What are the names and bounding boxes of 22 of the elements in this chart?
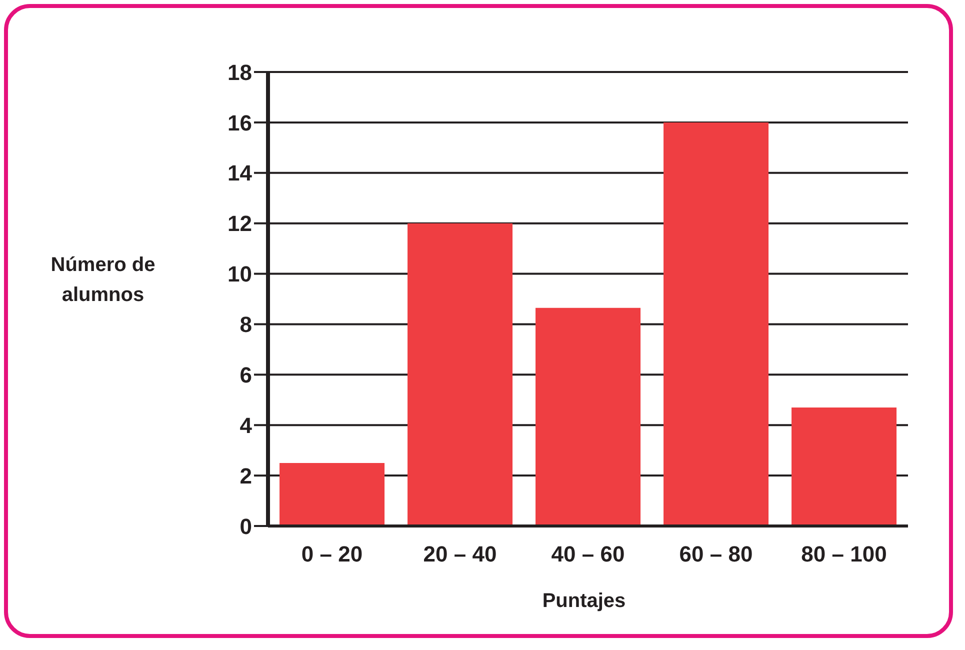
y-tick-label: 8 [240,312,252,338]
y-tick-label: 10 [228,262,252,287]
x-tick-label: 80 – 100 [801,542,887,567]
x-axis-title: Puntajes [541,590,627,613]
y-tick-label: 6 [240,362,252,388]
y-tick-label: 16 [228,110,252,136]
bar [664,122,769,526]
x-tick-label: 60 – 80 [679,542,753,567]
y-tick-label: 4 [240,412,253,438]
bar [536,308,641,526]
y-tick-label: 2 [240,463,252,488]
y-tick-label: 12 [228,211,252,236]
bar [792,407,897,526]
y-tick-label: 18 [228,60,252,85]
bar [280,462,385,526]
y-tick-label: 14 [228,160,253,186]
y-tick-label: 0 [240,514,252,539]
x-tick-label: 40 – 60 [551,542,625,567]
x-tick-label: 0 – 20 [301,542,363,567]
y-axis-title: Número de alumnos [50,253,156,308]
bar [408,223,513,526]
x-tick-label: 20 – 40 [423,542,497,567]
